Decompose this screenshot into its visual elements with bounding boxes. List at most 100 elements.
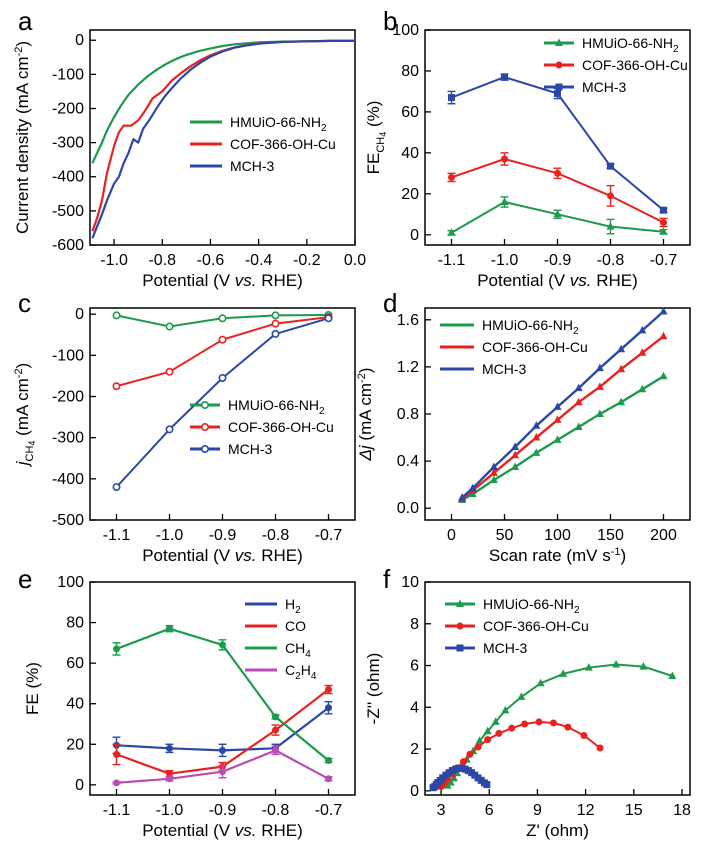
data-point: [553, 402, 562, 410]
x-tick-label: 50: [496, 527, 514, 544]
data-point: [517, 692, 526, 700]
y-tick-label: 0: [75, 32, 84, 49]
data-point: [639, 662, 648, 670]
y-axis-label: FECH4 (%): [364, 101, 388, 175]
y-tick-label: 2: [410, 741, 419, 758]
label-part: HMUiO-66-NH: [582, 35, 673, 51]
x-tick-label: -0.9: [209, 527, 237, 544]
panel-letter: f: [383, 564, 391, 594]
legend-label: COF-366-OH-Cu: [483, 618, 589, 634]
legend-label: HMUiO-66-NH2: [582, 35, 679, 55]
y-tick-label: -600: [52, 237, 84, 254]
data-point: [165, 322, 174, 331]
data-point: [617, 364, 626, 373]
label-part: MCH-3: [228, 441, 273, 457]
label-part: 4: [305, 649, 311, 660]
data-point: [201, 422, 210, 431]
x-tick-label: -1.0: [491, 252, 519, 269]
y-tick-label: -100: [52, 66, 84, 83]
label-part: COF-366-OH-Cu: [482, 339, 588, 355]
data-point: [324, 314, 333, 323]
label-part: HMUiO-66-NH: [230, 114, 321, 130]
data-point: [113, 750, 120, 758]
data-point: [113, 779, 120, 787]
label-part: RHE): [257, 821, 303, 840]
y-axis-label: FE (%): [23, 662, 42, 715]
data-point: [446, 777, 455, 786]
legend-label: CH4: [285, 640, 311, 660]
x-tick-label: 100: [544, 527, 571, 544]
legend-label: MCH-3: [230, 158, 275, 174]
data-point: [201, 400, 210, 409]
label-part: RHE): [592, 271, 638, 290]
data-point: [595, 409, 604, 417]
data-point: [219, 768, 226, 776]
data-point: [532, 433, 541, 441]
data-point: [456, 622, 464, 630]
x-tick-label: -0.9: [209, 802, 237, 819]
data-point: [112, 311, 121, 320]
x-tick-label: 18: [673, 802, 691, 819]
data-point: [272, 713, 279, 721]
legend-label: HMUiO-66-NH2: [483, 596, 580, 616]
series-line: [440, 720, 601, 788]
label-part: RHE): [257, 546, 303, 565]
data-point: [271, 311, 280, 320]
y-tick-label: 40: [66, 696, 84, 713]
y-tick-label: -500: [52, 203, 84, 220]
label-part: FE (%): [23, 662, 42, 715]
y-tick-label: -300: [52, 135, 84, 152]
panel-e: -1.1 -1.0 -0.9 -0.8 -0.7020406080100eH2COCH4…: [18, 564, 356, 840]
data-point: [555, 61, 563, 69]
data-point: [508, 724, 516, 732]
x-axis-label: Scan rate (mV s-1): [489, 546, 626, 565]
label-part: COF-366-OH-Cu: [483, 618, 589, 634]
label-part: Potential (V: [142, 271, 235, 290]
data-point: [660, 206, 667, 214]
data-point: [638, 384, 647, 393]
data-point: [112, 483, 121, 492]
data-point: [555, 83, 563, 91]
label-part: H: [301, 662, 311, 678]
y-tick-label: 100: [57, 574, 84, 591]
label-part: Δj: [356, 444, 375, 461]
label-part: -1: [611, 546, 621, 558]
y-tick-label: -200: [52, 389, 84, 406]
data-point: [659, 331, 668, 340]
data-point: [489, 475, 498, 483]
data-point: [456, 599, 464, 607]
data-point: [574, 383, 583, 392]
data-point: [218, 373, 227, 382]
legend-label: MCH-3: [482, 361, 527, 377]
legend-label: C2H4: [285, 662, 317, 682]
label-part: (mA cm: [356, 383, 375, 445]
data-point: [483, 781, 491, 789]
y-tick-label: 60: [401, 104, 419, 121]
data-point: [584, 663, 593, 671]
data-point: [595, 363, 604, 372]
panel-a: -1.0 -0.8 -0.6 -0.4 -0.2 0.0 0 -100 -200 -300 -400…: [13, 6, 366, 290]
data-point: [218, 335, 227, 344]
x-tick-label: -0.7: [315, 802, 343, 819]
panel-c: -1.1 -1.0 -0.9 -0.8 -0.7 0 -100 -200 -300 -400 -50…: [13, 288, 356, 565]
data-point: [447, 228, 456, 236]
label-part: Scan rate (mV s: [489, 546, 611, 565]
label-part: RHE): [257, 271, 303, 290]
label-part: COF-366-OH-Cu: [582, 57, 688, 73]
data-point: [466, 750, 474, 758]
data-point: [166, 744, 173, 752]
y-tick-label: 6: [410, 658, 419, 675]
data-point: [166, 770, 173, 778]
label-part: FE: [364, 153, 383, 175]
data-point: [553, 209, 562, 218]
label-part: 4: [378, 132, 388, 137]
data-point: [553, 415, 562, 423]
data-point: [607, 162, 614, 170]
data-point: [500, 197, 509, 205]
data-point: [271, 319, 280, 328]
data-point: [484, 736, 492, 744]
label-part: vs.: [570, 271, 592, 290]
y-tick-label: 20: [401, 186, 419, 203]
label-part: CH: [285, 640, 305, 656]
